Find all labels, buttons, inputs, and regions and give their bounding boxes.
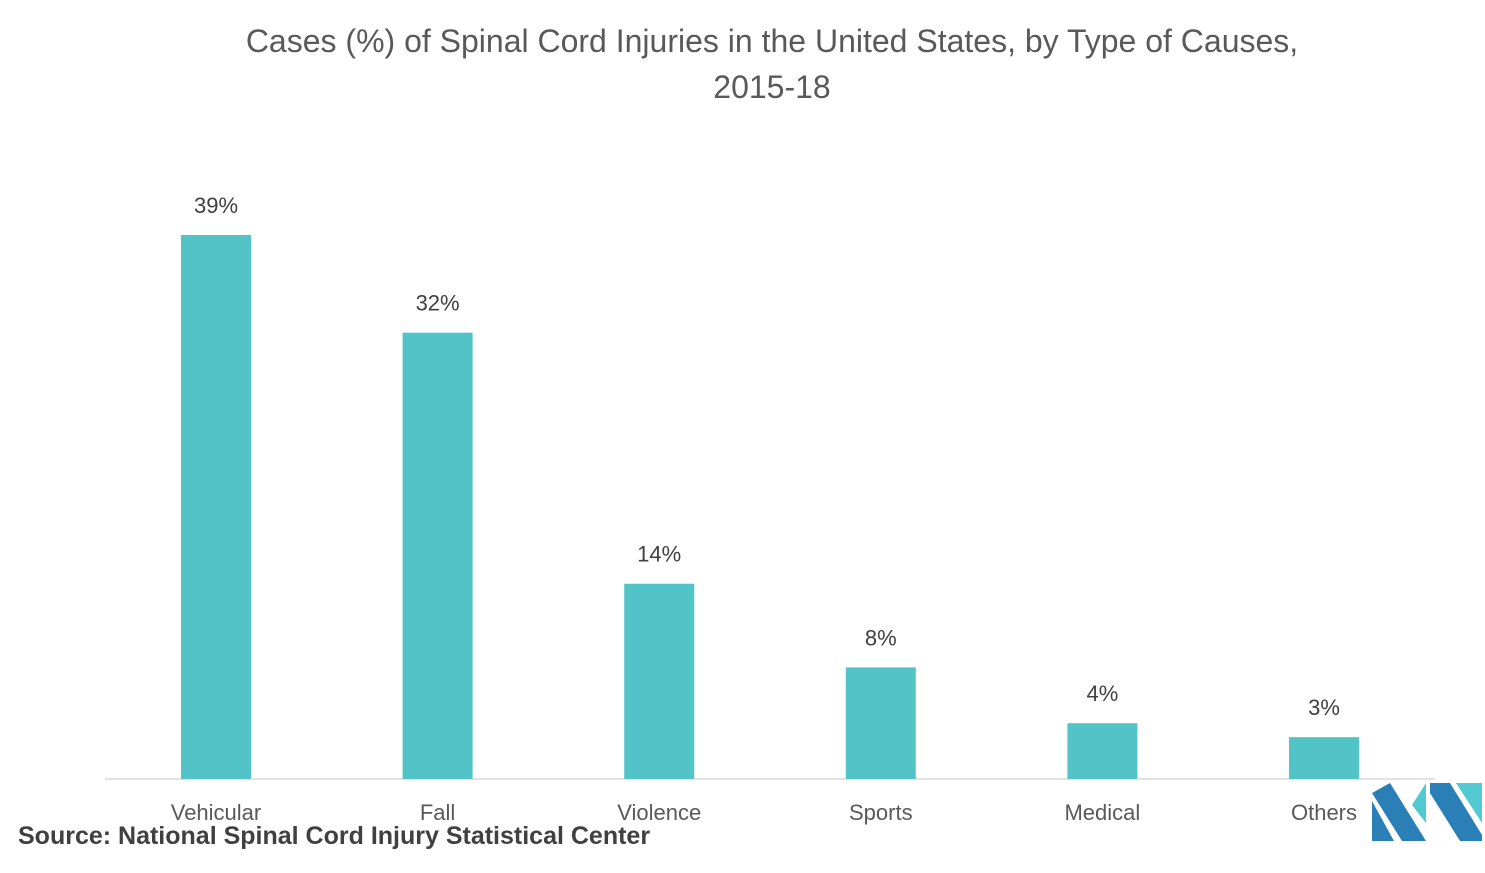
bars-group — [181, 235, 1359, 779]
bar-others — [1289, 737, 1359, 779]
data-labels-group: 39% 32% 14% 8% 4% 3% — [194, 193, 1340, 720]
chart-title: Cases (%) of Spinal Cord Injuries in the… — [245, 23, 1299, 105]
x-tick-label-violence: Violence — [617, 800, 701, 825]
data-label-medical: 4% — [1087, 681, 1119, 706]
bar-violence — [624, 583, 695, 779]
x-tick-label-sports: Sports — [849, 800, 913, 825]
x-tick-label-fall: Fall — [420, 800, 455, 825]
x-tick-labels-group: Vehicular Fall Violence Sports Medical Others — [171, 800, 1357, 825]
data-label-vehicular: 39% — [194, 193, 238, 218]
x-tick-label-medical: Medical — [1064, 800, 1140, 825]
data-label-sports: 8% — [865, 625, 897, 650]
data-label-fall: 32% — [416, 291, 460, 316]
data-label-violence: 14% — [637, 542, 681, 567]
company-logo-icon — [1372, 783, 1482, 841]
source-note: Source: National Spinal Cord Injury Stat… — [18, 822, 651, 850]
bar-vehicular — [181, 235, 251, 779]
x-tick-label-others: Others — [1291, 800, 1357, 825]
bar-medical — [1067, 723, 1138, 779]
data-label-others: 3% — [1308, 695, 1340, 720]
bar-sports — [845, 667, 916, 779]
x-tick-label-vehicular: Vehicular — [171, 800, 262, 825]
bar-fall — [402, 332, 473, 779]
